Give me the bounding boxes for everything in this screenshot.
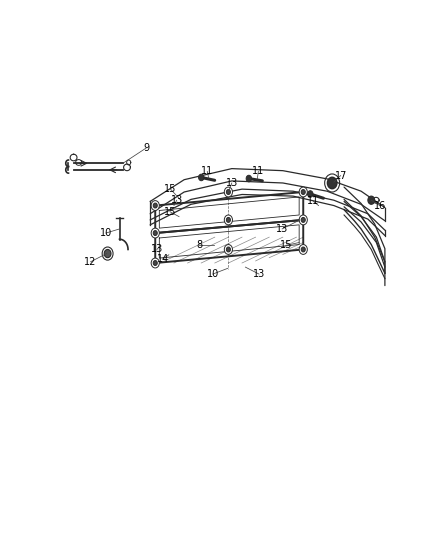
Circle shape [327,177,336,189]
Circle shape [246,175,251,182]
Circle shape [198,174,204,181]
Circle shape [226,247,230,252]
Circle shape [298,245,307,254]
Circle shape [153,231,157,236]
Text: 16: 16 [373,200,385,211]
Circle shape [224,187,232,197]
Text: 15: 15 [163,207,176,217]
Text: 15: 15 [279,240,292,251]
Text: 13: 13 [252,269,265,279]
Circle shape [226,217,230,222]
Text: 17: 17 [334,171,346,181]
Circle shape [226,190,230,195]
Text: 8: 8 [196,239,202,249]
Text: 13: 13 [225,178,237,188]
Text: 13: 13 [151,245,162,254]
Circle shape [104,249,111,257]
Circle shape [151,228,159,238]
Circle shape [153,261,157,265]
Circle shape [367,196,374,204]
Text: 11: 11 [251,166,264,176]
Text: 13: 13 [170,195,182,205]
Circle shape [153,203,157,208]
Circle shape [307,191,312,197]
Text: 15: 15 [164,184,177,194]
Circle shape [298,187,307,197]
Circle shape [151,200,159,211]
Circle shape [224,215,232,225]
Text: 11: 11 [307,197,319,206]
Text: 14: 14 [156,254,169,264]
Circle shape [300,190,304,195]
Circle shape [298,215,307,225]
Text: 13: 13 [276,224,288,234]
Text: 9: 9 [143,143,149,153]
Text: 11: 11 [201,166,213,176]
Text: 10: 10 [99,228,112,238]
Circle shape [300,247,304,252]
Circle shape [300,217,304,222]
Circle shape [224,245,232,254]
Text: 10: 10 [206,269,219,279]
Circle shape [151,258,159,268]
Text: 12: 12 [84,257,96,267]
